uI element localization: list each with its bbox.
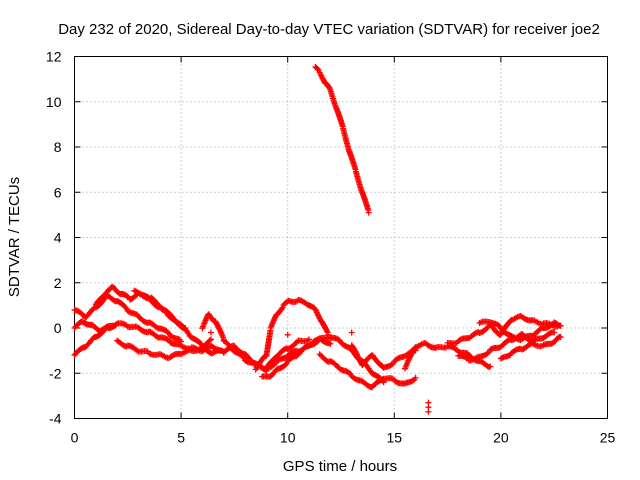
data-point-track-3 bbox=[197, 339, 204, 346]
data-point-track-3 bbox=[124, 293, 131, 300]
data-point-track-15 bbox=[452, 345, 459, 352]
x-tick-label: 0 bbox=[71, 430, 79, 446]
y-tick-label: -4 bbox=[49, 411, 62, 427]
data-point-track-11 bbox=[275, 356, 282, 363]
data-point-track-13 bbox=[345, 369, 352, 376]
y-tick-label: 8 bbox=[54, 139, 62, 155]
data-point-track-18 bbox=[495, 322, 502, 329]
data-point-track-11 bbox=[271, 361, 278, 368]
chart-title: Day 232 of 2020, Sidereal Day-to-day VTE… bbox=[58, 21, 600, 38]
series-track-6 bbox=[114, 337, 269, 374]
data-point-track-8 bbox=[275, 351, 282, 358]
series-track-13 bbox=[316, 351, 418, 391]
data-point-track-9 bbox=[327, 340, 334, 347]
data-point-isolated bbox=[207, 329, 214, 336]
data-point-track-17 bbox=[545, 330, 552, 337]
series-track-4 bbox=[131, 287, 188, 332]
data-point-track-3 bbox=[207, 336, 214, 343]
data-point-isolated bbox=[425, 408, 432, 415]
data-point-track-8 bbox=[239, 353, 246, 360]
grid-layer bbox=[74, 56, 608, 419]
series-track-10 bbox=[252, 296, 331, 373]
x-tick-label: 25 bbox=[600, 430, 616, 446]
data-point-track-11 bbox=[314, 338, 321, 345]
points-layer bbox=[71, 63, 564, 415]
y-tick-label: 2 bbox=[54, 275, 62, 291]
data-point-track-13 bbox=[409, 377, 416, 384]
data-point-track-5 bbox=[112, 321, 119, 328]
data-point-track-1 bbox=[164, 336, 171, 343]
y-tick-label: 10 bbox=[46, 94, 62, 110]
y-axis-label: SDTVAR / TECUs bbox=[6, 177, 23, 297]
data-point-track-14 bbox=[388, 361, 395, 368]
data-point-track-15 bbox=[487, 363, 494, 370]
data-point-track-17 bbox=[463, 354, 470, 361]
data-point-track-4 bbox=[145, 294, 152, 301]
series-track-18 bbox=[476, 318, 563, 344]
data-point-track-6 bbox=[170, 352, 177, 359]
y-tick-label: 6 bbox=[54, 184, 62, 200]
data-point-track-2 bbox=[164, 329, 171, 336]
data-point-track-8 bbox=[306, 336, 313, 343]
y-tick-label: -2 bbox=[49, 365, 62, 381]
y-tick-label: 12 bbox=[46, 49, 62, 65]
data-point-track-11 bbox=[303, 343, 310, 350]
x-tick-label: 15 bbox=[387, 430, 403, 446]
plot-frame bbox=[74, 56, 608, 419]
data-point-track-1 bbox=[139, 327, 146, 334]
data-point-track-4 bbox=[182, 325, 189, 331]
data-point-track-6 bbox=[134, 347, 141, 354]
data-point-isolated bbox=[284, 331, 291, 338]
data-point-track-2 bbox=[140, 318, 147, 325]
tick-layer: 0 5 10 15 20 25 -4 -2 0 2 4 6 8 10 12 bbox=[46, 49, 616, 446]
data-point-track-2 bbox=[154, 324, 161, 331]
series-track-12 bbox=[312, 63, 372, 214]
y-tick-label: 4 bbox=[54, 230, 62, 246]
data-point-track-5 bbox=[114, 320, 121, 327]
series-track-15 bbox=[401, 340, 492, 372]
data-point-track-17 bbox=[551, 329, 558, 336]
data-point-track-16 bbox=[484, 324, 491, 331]
data-point-track-12 bbox=[365, 209, 372, 216]
data-point-track-11 bbox=[288, 349, 295, 356]
data-point-track-2 bbox=[168, 333, 175, 340]
data-point-isolated bbox=[348, 329, 355, 336]
y-tick-label: 0 bbox=[54, 320, 62, 336]
data-point-track-13 bbox=[412, 374, 419, 381]
x-tick-label: 20 bbox=[493, 430, 509, 446]
x-tick-label: 5 bbox=[177, 430, 185, 446]
data-point-track-12 bbox=[314, 65, 321, 72]
data-point-track-16 bbox=[456, 337, 463, 344]
data-point-track-3 bbox=[206, 337, 213, 344]
series-track-5 bbox=[71, 318, 119, 335]
data-point-track-11 bbox=[335, 336, 342, 343]
data-point-track-2 bbox=[178, 338, 185, 345]
data-point-track-17 bbox=[484, 350, 491, 357]
series-track-3 bbox=[92, 283, 213, 350]
series-track-11 bbox=[263, 334, 386, 384]
x-tick-label: 10 bbox=[280, 430, 296, 446]
series-track-19 bbox=[497, 333, 563, 362]
series-track-7 bbox=[199, 311, 227, 341]
data-point-track-19 bbox=[557, 334, 564, 341]
data-point-track-13 bbox=[332, 361, 339, 368]
data-point-track-9 bbox=[282, 361, 289, 368]
data-point-track-8 bbox=[294, 338, 301, 345]
data-point-track-19 bbox=[497, 355, 504, 362]
data-point-track-16 bbox=[521, 315, 528, 322]
data-point-track-1 bbox=[154, 333, 161, 340]
x-axis-label: GPS time / hours bbox=[283, 458, 397, 475]
data-point-track-13 bbox=[351, 375, 358, 382]
data-point-track-18 bbox=[557, 322, 564, 329]
data-point-track-1 bbox=[167, 339, 174, 346]
data-point-track-16 bbox=[483, 325, 490, 332]
data-point-track-17 bbox=[497, 343, 504, 350]
